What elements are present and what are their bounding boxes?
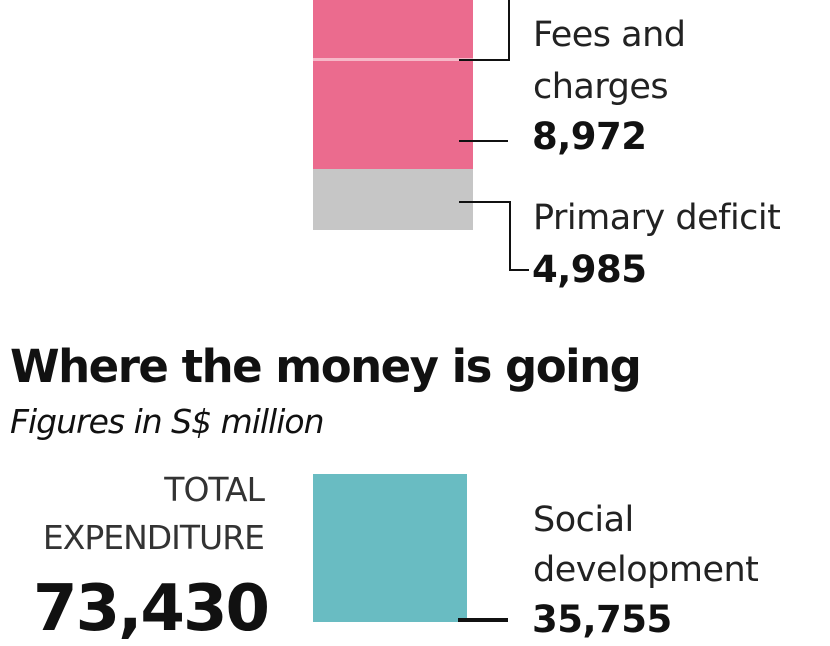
bar-segment-fees-and-charges — [313, 61, 473, 169]
leader-line-deficit-horizontal — [459, 201, 511, 203]
social-value: 35,755 — [532, 598, 672, 641]
leader-line-deficit-vertical — [509, 201, 511, 271]
leader-line-upper-bracket-vertical — [508, 0, 510, 61]
total-expenditure-label-line2: EXPENDITURE — [42, 518, 265, 557]
bar-segment-primary-deficit — [313, 169, 473, 230]
chart-subtitle: Figures in S$ million — [10, 402, 324, 441]
deficit-value: 4,985 — [532, 248, 647, 291]
fees-label-line1: Fees and charges — [533, 15, 686, 107]
leader-line-deficit-foot — [509, 269, 529, 271]
fees-value: 8,972 — [532, 115, 647, 158]
bar-segment-divider — [313, 58, 473, 61]
bar-segment-social-development — [313, 474, 467, 622]
bar-segment-upper-revenue — [313, 0, 473, 58]
leader-line-social — [458, 618, 508, 622]
social-label-line2: development — [533, 550, 759, 590]
deficit-label: Primary deficit — [533, 198, 781, 238]
total-expenditure-value: 73,430 — [33, 572, 270, 646]
leader-line-upper-bracket-horizontal — [459, 59, 510, 61]
social-label-line1: Social — [533, 500, 634, 540]
leader-line-fees — [459, 140, 508, 142]
chart-title: Where the money is going — [10, 340, 642, 393]
total-expenditure-label-line1: TOTAL — [164, 470, 265, 509]
